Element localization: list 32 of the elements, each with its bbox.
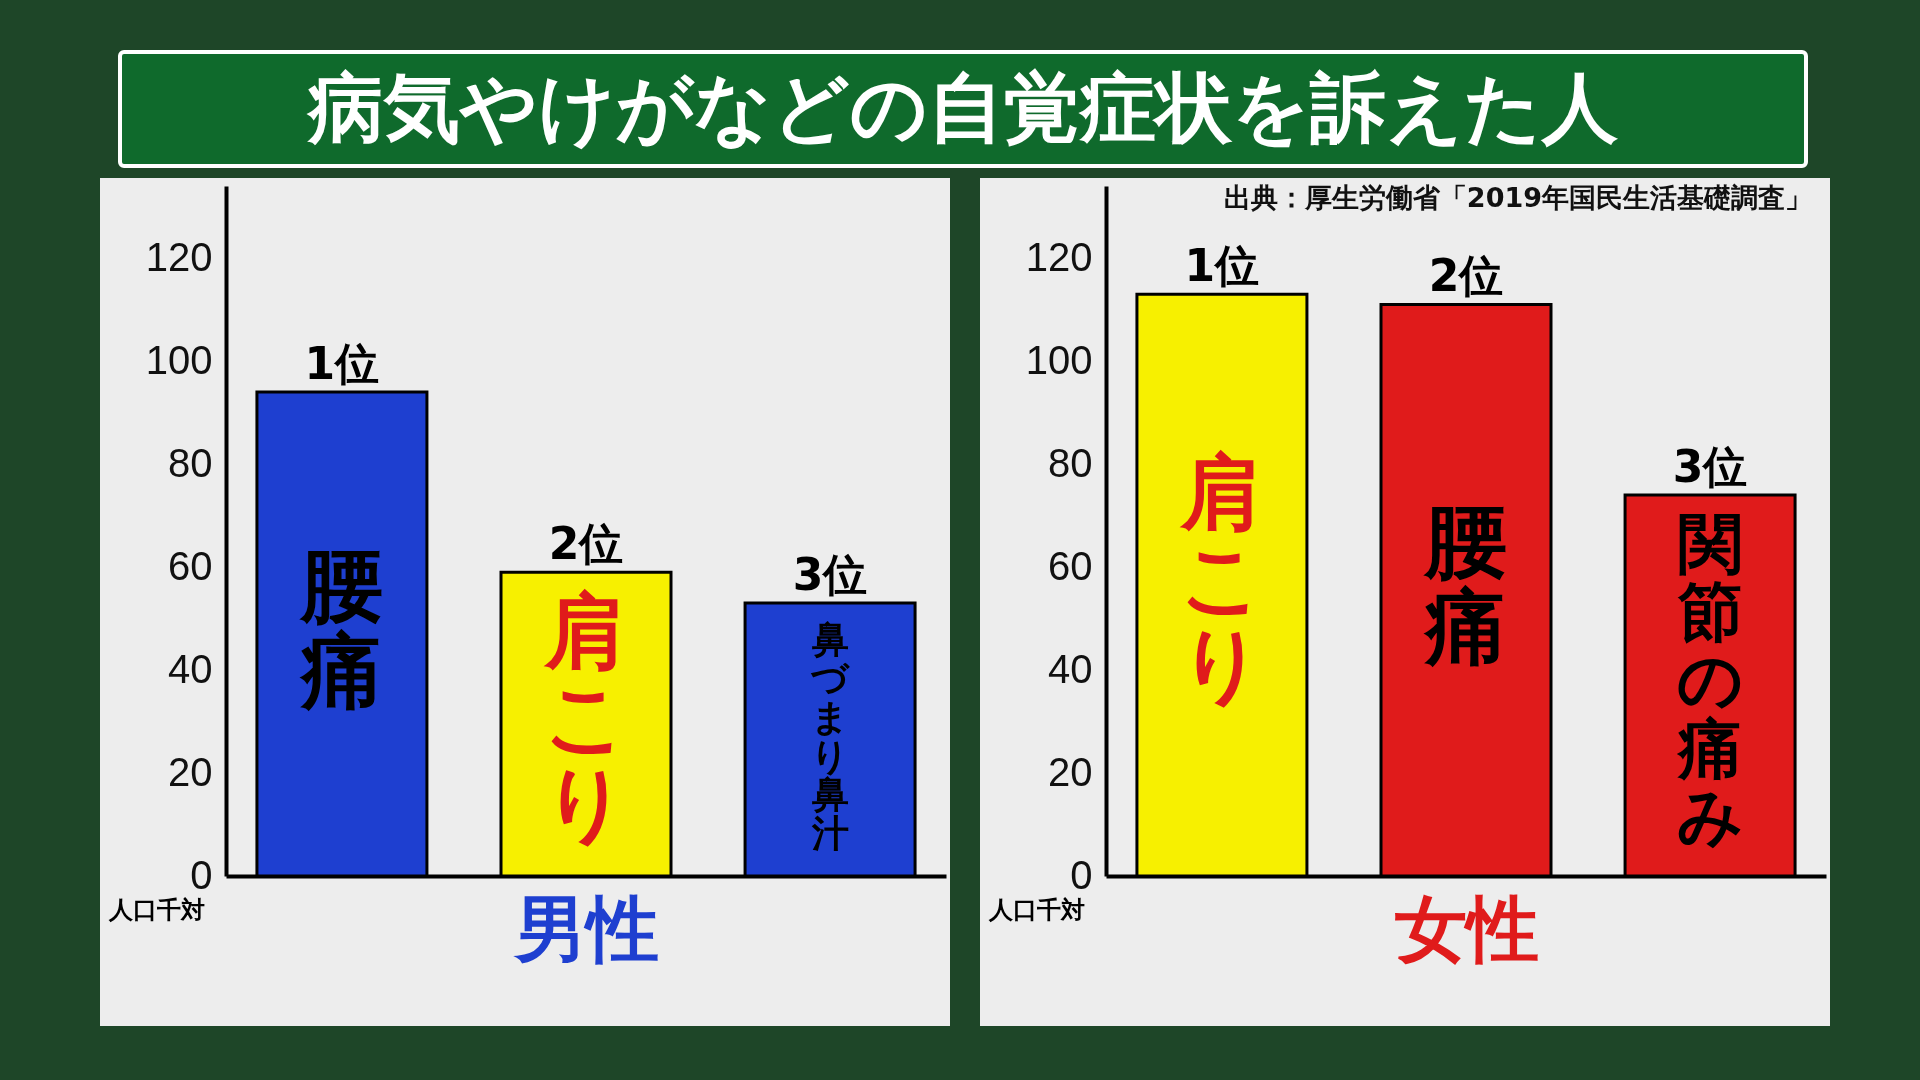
annotation: 出典：厚生労働省「2019年国民生活基礎調査」	[1223, 181, 1812, 215]
y-tick-label: 120	[145, 234, 213, 279]
y-tick-label: 40	[1048, 646, 1093, 691]
y-axis-title: 人口千対	[987, 895, 1085, 923]
y-tick-label: 120	[1025, 234, 1093, 279]
y-tick-label: 20	[1048, 749, 1093, 794]
y-axis-title: 人口千対	[107, 895, 205, 923]
annotation: 3位	[792, 549, 868, 601]
x-axis-title: 女性	[1394, 886, 1539, 971]
y-tick-label: 100	[1025, 337, 1093, 382]
annotation: 3位	[1672, 440, 1748, 492]
chart-title: 病気やけがなどの自覚症状を訴えた人	[118, 50, 1808, 168]
annotation: 1位	[1184, 240, 1260, 292]
y-tick-label: 60	[168, 543, 213, 588]
y-tick-label: 100	[145, 337, 213, 382]
x-tick-label: 肩こり	[543, 583, 628, 852]
y-tick-label: 20	[168, 749, 213, 794]
x-axis-title: 男性	[512, 886, 659, 971]
x-tick-label: 腰痛	[1423, 493, 1507, 675]
x-tick-label: 腰痛	[298, 536, 383, 718]
y-tick-label: 40	[168, 646, 213, 691]
y-tick-label: 0	[190, 852, 213, 897]
annotation: 2位	[1428, 250, 1504, 302]
y-tick-label: 80	[168, 440, 213, 485]
y-tick-label: 80	[1048, 440, 1093, 485]
x-tick-label: 関節の痛み	[1675, 505, 1744, 854]
y-tick-label: 0	[1070, 852, 1093, 897]
x-tick-label: 鼻づまり鼻汁	[810, 618, 851, 856]
annotation: 1位	[304, 337, 380, 389]
x-tick-label: 肩こり	[1178, 444, 1264, 713]
y-tick-label: 60	[1048, 543, 1093, 588]
annotation: 2位	[548, 518, 624, 570]
